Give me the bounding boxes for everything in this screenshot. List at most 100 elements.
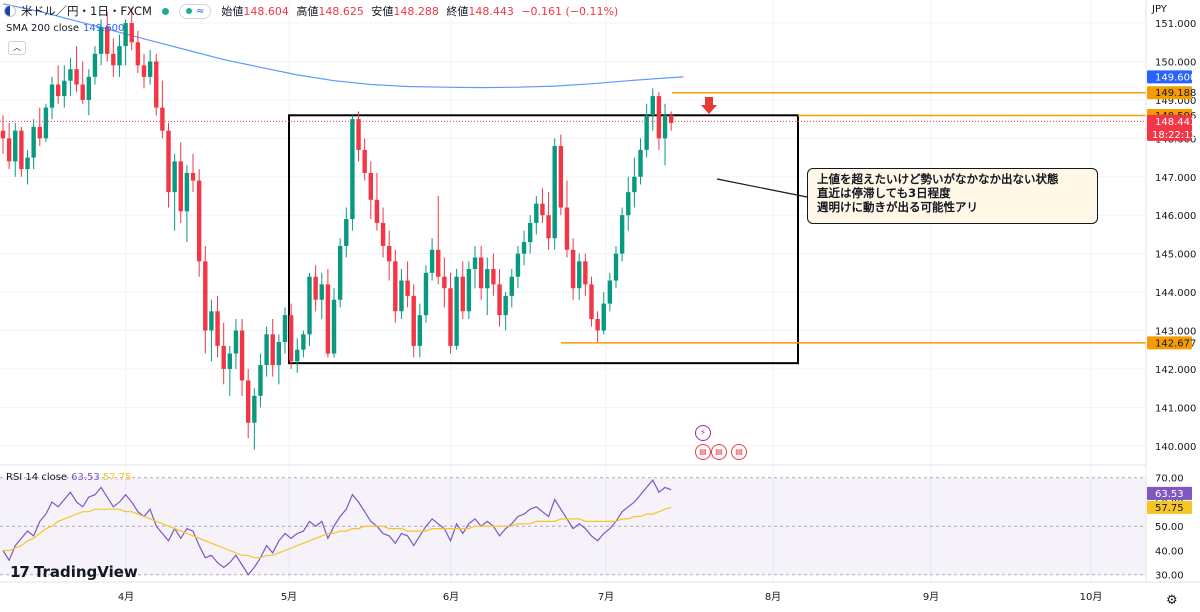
candle-body [209,311,214,331]
candle-body [619,215,625,254]
candle-body [564,207,570,250]
candle-body [0,130,6,139]
candle-body [466,269,472,312]
close-value: 148.443 [468,5,514,18]
candle-body [448,288,453,346]
candle-body [668,115,674,123]
currency-label[interactable]: JPY [1152,4,1167,15]
rsi-value: 63.53 [71,472,100,483]
candle-body [644,115,649,150]
price-tick-label: 140.000 [1155,442,1196,453]
candle-body [74,69,79,85]
candle-body [55,84,61,97]
candle-body [485,269,490,289]
candle-body [497,284,502,316]
collapse-legend-button[interactable]: ︿ [8,41,26,55]
price-tick-label: 146.000 [1155,211,1196,222]
price-tag-label: 148.443 [1155,117,1196,128]
rsi-tick-label: 40.00 [1155,546,1184,557]
candle-body [613,253,619,281]
low-value: 148.288 [393,5,439,18]
annotation-line-2: 直近は停滞しても3日程度 [817,186,951,200]
candles [0,7,674,450]
us-flag-icon[interactable]: ▤ [695,444,711,460]
sma-legend[interactable]: SMA 200 close 149.600 [6,23,124,34]
candle-body [350,119,355,220]
candle-body [356,119,361,150]
candle-body [129,23,134,43]
candle-body [276,342,282,366]
price-tag-bg [1147,336,1192,350]
candle-body [393,261,398,312]
rsi-tag-bg [1147,500,1192,514]
candle-body [49,84,55,108]
price-axis[interactable]: 151.000150.000149.000148.000147.000146.0… [1155,19,1196,453]
candle-body [147,61,153,77]
lightning-icon[interactable]: ⚡ [695,425,711,441]
candle-body [215,311,220,346]
candle-body [344,219,349,246]
chart-mode-pill[interactable]: ≈ [178,3,212,19]
candle-body [282,315,288,343]
change-value: −0.161 (−0.11%) [521,5,619,18]
candle-body [454,276,459,346]
candle-body [246,380,251,423]
candle-body [521,242,527,254]
candle-body [515,253,521,277]
candle-body [288,315,294,362]
horizontal-levels[interactable] [561,91,1146,344]
candle-body [662,115,668,139]
ohlc-values: 始値148.604 高値148.625 安値148.288 終値148.443 … [221,3,622,19]
range-box[interactable] [288,114,799,365]
candle-body [429,249,435,273]
price-tag-label: 142.677 [1155,338,1196,349]
time-tick-label: 5月 [281,591,297,603]
candle-body [362,149,367,173]
time-tick-label: 6月 [443,591,459,603]
candle-body [552,146,557,239]
symbol-title[interactable]: 米ドル／円・1日・FXCM [21,4,152,18]
candle-body [111,53,116,66]
rsi-tag-bg [1147,486,1192,500]
annotation-line-1: 上値を超えたいけど勢いがなかなか出ない状態 [817,172,1059,186]
rsi-legend[interactable]: RSI 14 close 63.53 57.75 [6,472,131,483]
candle-body [374,199,380,223]
candle-body [313,276,318,300]
us-flag-icon[interactable]: ▤ [731,444,747,460]
candle-body [160,107,165,131]
price-tag-label: 149.600 [1155,72,1196,83]
us-flag-icon[interactable]: ▤ [711,444,727,460]
annotation-pointer [716,178,808,198]
candle-body [570,249,576,289]
candle-body [386,245,392,262]
sma-200-line [2,3,684,89]
price-tick-label: 141.000 [1155,403,1196,414]
candle-body [601,303,606,331]
time-axis[interactable]: 4月 5月 6月 7月 8月 9月 10月 [118,591,1103,603]
candle-body [19,130,24,170]
candle-body [264,334,269,366]
range-box-rect[interactable] [288,114,799,365]
candle-body [98,26,104,54]
candle-body [589,284,594,319]
price-tag-bg [1147,70,1192,84]
price-tick-label: 144.000 [1155,288,1196,299]
candle-body [411,295,416,346]
candle-body [442,276,447,289]
candle-body [656,96,662,139]
price-tags: 149.600149.188148.596148.44318:22:12142.… [1147,70,1197,514]
tradingview-logo[interactable]: 17 TradingView [10,563,138,581]
rsi-label: RSI 14 close [6,472,68,483]
candle-body [166,130,171,193]
candle-body [527,222,533,243]
down-arrow-icon[interactable] [701,97,717,114]
price-tick-label: 150.000 [1155,57,1196,68]
candle-body [417,315,423,346]
annotation-callout[interactable]: 上値を超えたいけど勢いがなかなか出ない状態 直近は停滞しても3日程度 週明けに動… [807,168,1098,224]
candle-body [607,280,613,304]
candle-body [399,280,404,312]
candle-body [227,353,233,369]
candle-body [650,96,655,116]
gear-icon[interactable]: ⚙ [1166,593,1178,608]
